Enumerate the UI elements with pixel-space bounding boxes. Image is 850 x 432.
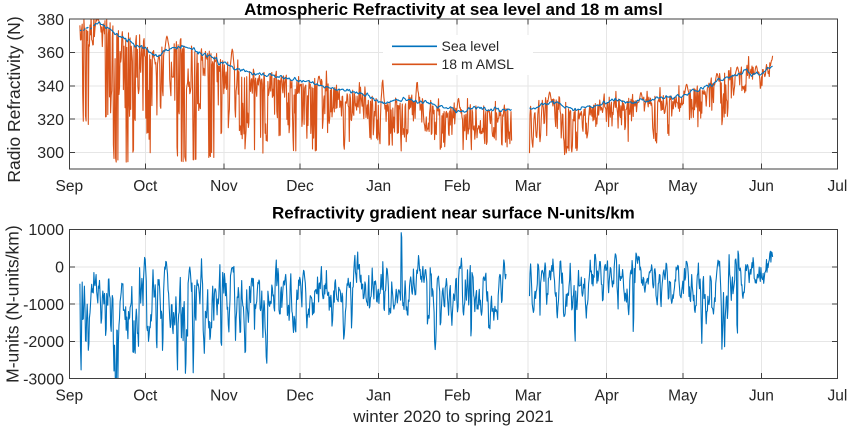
svg-text:Jan: Jan	[366, 388, 391, 405]
svg-text:360: 360	[37, 45, 64, 62]
svg-text:Jul: Jul	[827, 178, 847, 195]
svg-text:Jul: Jul	[827, 388, 847, 405]
svg-text:1000: 1000	[28, 222, 64, 239]
svg-text:Atmospheric Refractivity at se: Atmospheric Refractivity at sea level an…	[244, 0, 663, 19]
svg-text:M-units (N-units/km): M-units (N-units/km)	[3, 225, 23, 383]
svg-text:Nov: Nov	[210, 178, 238, 195]
svg-text:18 m AMSL: 18 m AMSL	[442, 56, 515, 72]
svg-text:0: 0	[55, 260, 64, 277]
svg-text:Oct: Oct	[133, 388, 158, 405]
svg-text:Sea level: Sea level	[442, 38, 500, 54]
svg-text:Mar: Mar	[515, 178, 542, 195]
svg-text:Apr: Apr	[595, 178, 619, 195]
svg-text:Refractivity gradient near sur: Refractivity gradient near surface N-uni…	[272, 204, 635, 223]
svg-text:Apr: Apr	[595, 388, 619, 405]
svg-text:-1000: -1000	[23, 297, 64, 314]
svg-text:Jan: Jan	[366, 178, 391, 195]
svg-text:300: 300	[37, 145, 64, 162]
svg-text:340: 340	[37, 79, 64, 96]
svg-text:winter 2020 to spring 2021: winter 2020 to spring 2021	[352, 407, 553, 426]
svg-text:May: May	[668, 178, 698, 195]
svg-text:Dec: Dec	[286, 178, 314, 195]
svg-text:Nov: Nov	[210, 388, 238, 405]
svg-text:Oct: Oct	[133, 178, 158, 195]
svg-text:320: 320	[37, 112, 64, 129]
svg-text:Feb: Feb	[444, 178, 471, 195]
svg-text:Sep: Sep	[56, 388, 84, 405]
svg-text:Jun: Jun	[749, 388, 774, 405]
svg-text:380: 380	[37, 12, 64, 29]
svg-text:-3000: -3000	[23, 371, 64, 388]
svg-text:Dec: Dec	[286, 388, 314, 405]
svg-text:Sep: Sep	[56, 178, 84, 195]
svg-text:Feb: Feb	[444, 388, 471, 405]
svg-text:Jun: Jun	[749, 178, 774, 195]
svg-text:-2000: -2000	[23, 334, 64, 351]
svg-text:May: May	[668, 388, 698, 405]
svg-text:Radio Refractivity (N): Radio Refractivity (N)	[4, 16, 24, 182]
svg-text:Mar: Mar	[515, 388, 542, 405]
